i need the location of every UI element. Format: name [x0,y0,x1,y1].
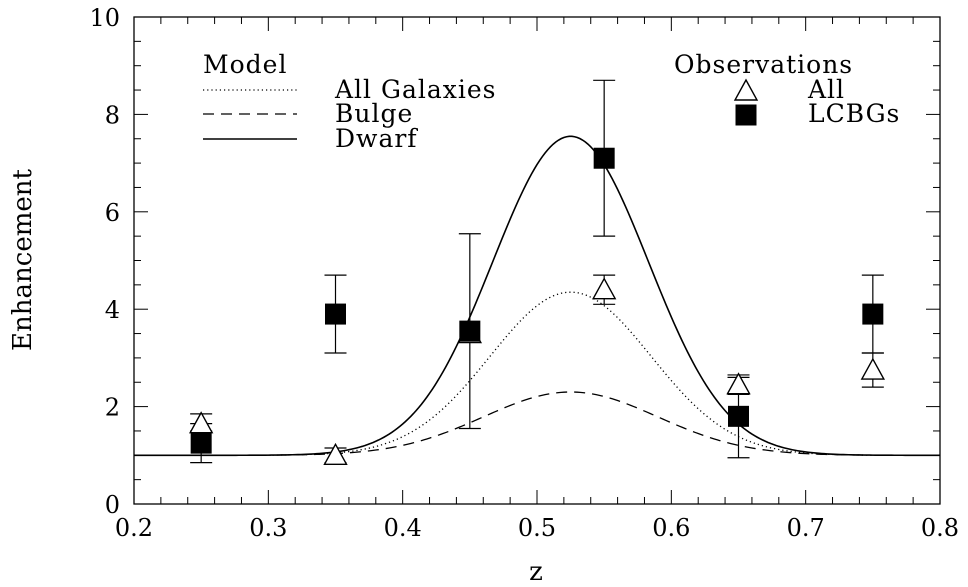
data-point-all [323,442,348,465]
data-point-lcbgs [325,303,346,325]
data-point-all [188,411,214,434]
x-tick-label: 0.3 [249,514,287,542]
legend-label-all: All [807,75,845,104]
y-tick-label: 8 [105,101,120,129]
y-tick-label: 10 [89,4,120,32]
data-point-all [726,372,751,395]
x-axis-title: z [529,557,543,587]
x-tick-label: 0.2 [115,514,153,542]
x-tick-label: 0.7 [787,514,825,542]
model-legend-title: Model [203,50,287,79]
curve-dwarf [134,135,940,457]
data-point-all [591,277,617,300]
data-point-lcbgs [190,432,212,454]
x-tick-label: 0.8 [921,514,959,542]
legend-label-all-galaxies: All Galaxies [334,75,497,104]
x-tick-label: 0.5 [518,514,556,542]
observation-points [188,79,886,465]
curve-bulge [134,391,940,456]
y-tick-label: 6 [105,199,120,227]
data-point-lcbgs [593,147,615,169]
legend-label-lcbgs: LCBGs [808,99,900,128]
x-tick-label: 0.4 [384,514,422,542]
y-tick-label: 2 [105,394,120,422]
curve-all-galaxies [134,291,941,456]
y-tick-label: 0 [105,491,120,519]
data-point-lcbgs [728,405,749,427]
y-tick-label: 4 [105,296,120,324]
data-point-all [860,357,886,380]
axes: 0.2 0.3 0.4 0.5 0.6 0.7 0.8 0 2 4 6 8 10 [89,4,959,542]
x-tick-label: 0.6 [652,514,690,542]
observations-legend-title: Observations [674,50,853,79]
legends: Model All Galaxies Bulge Dwarf Observati… [203,50,900,153]
model-curves [134,135,941,457]
legend-label-bulge: Bulge [335,99,413,128]
data-point-lcbgs [862,303,884,325]
data-point-lcbgs [459,320,481,342]
legend-label-dwarf: Dwarf [335,124,418,153]
y-axis-title: Enhancement [8,169,38,351]
legend-marker-lcbgs [735,104,757,126]
legend-marker-all [733,78,759,101]
